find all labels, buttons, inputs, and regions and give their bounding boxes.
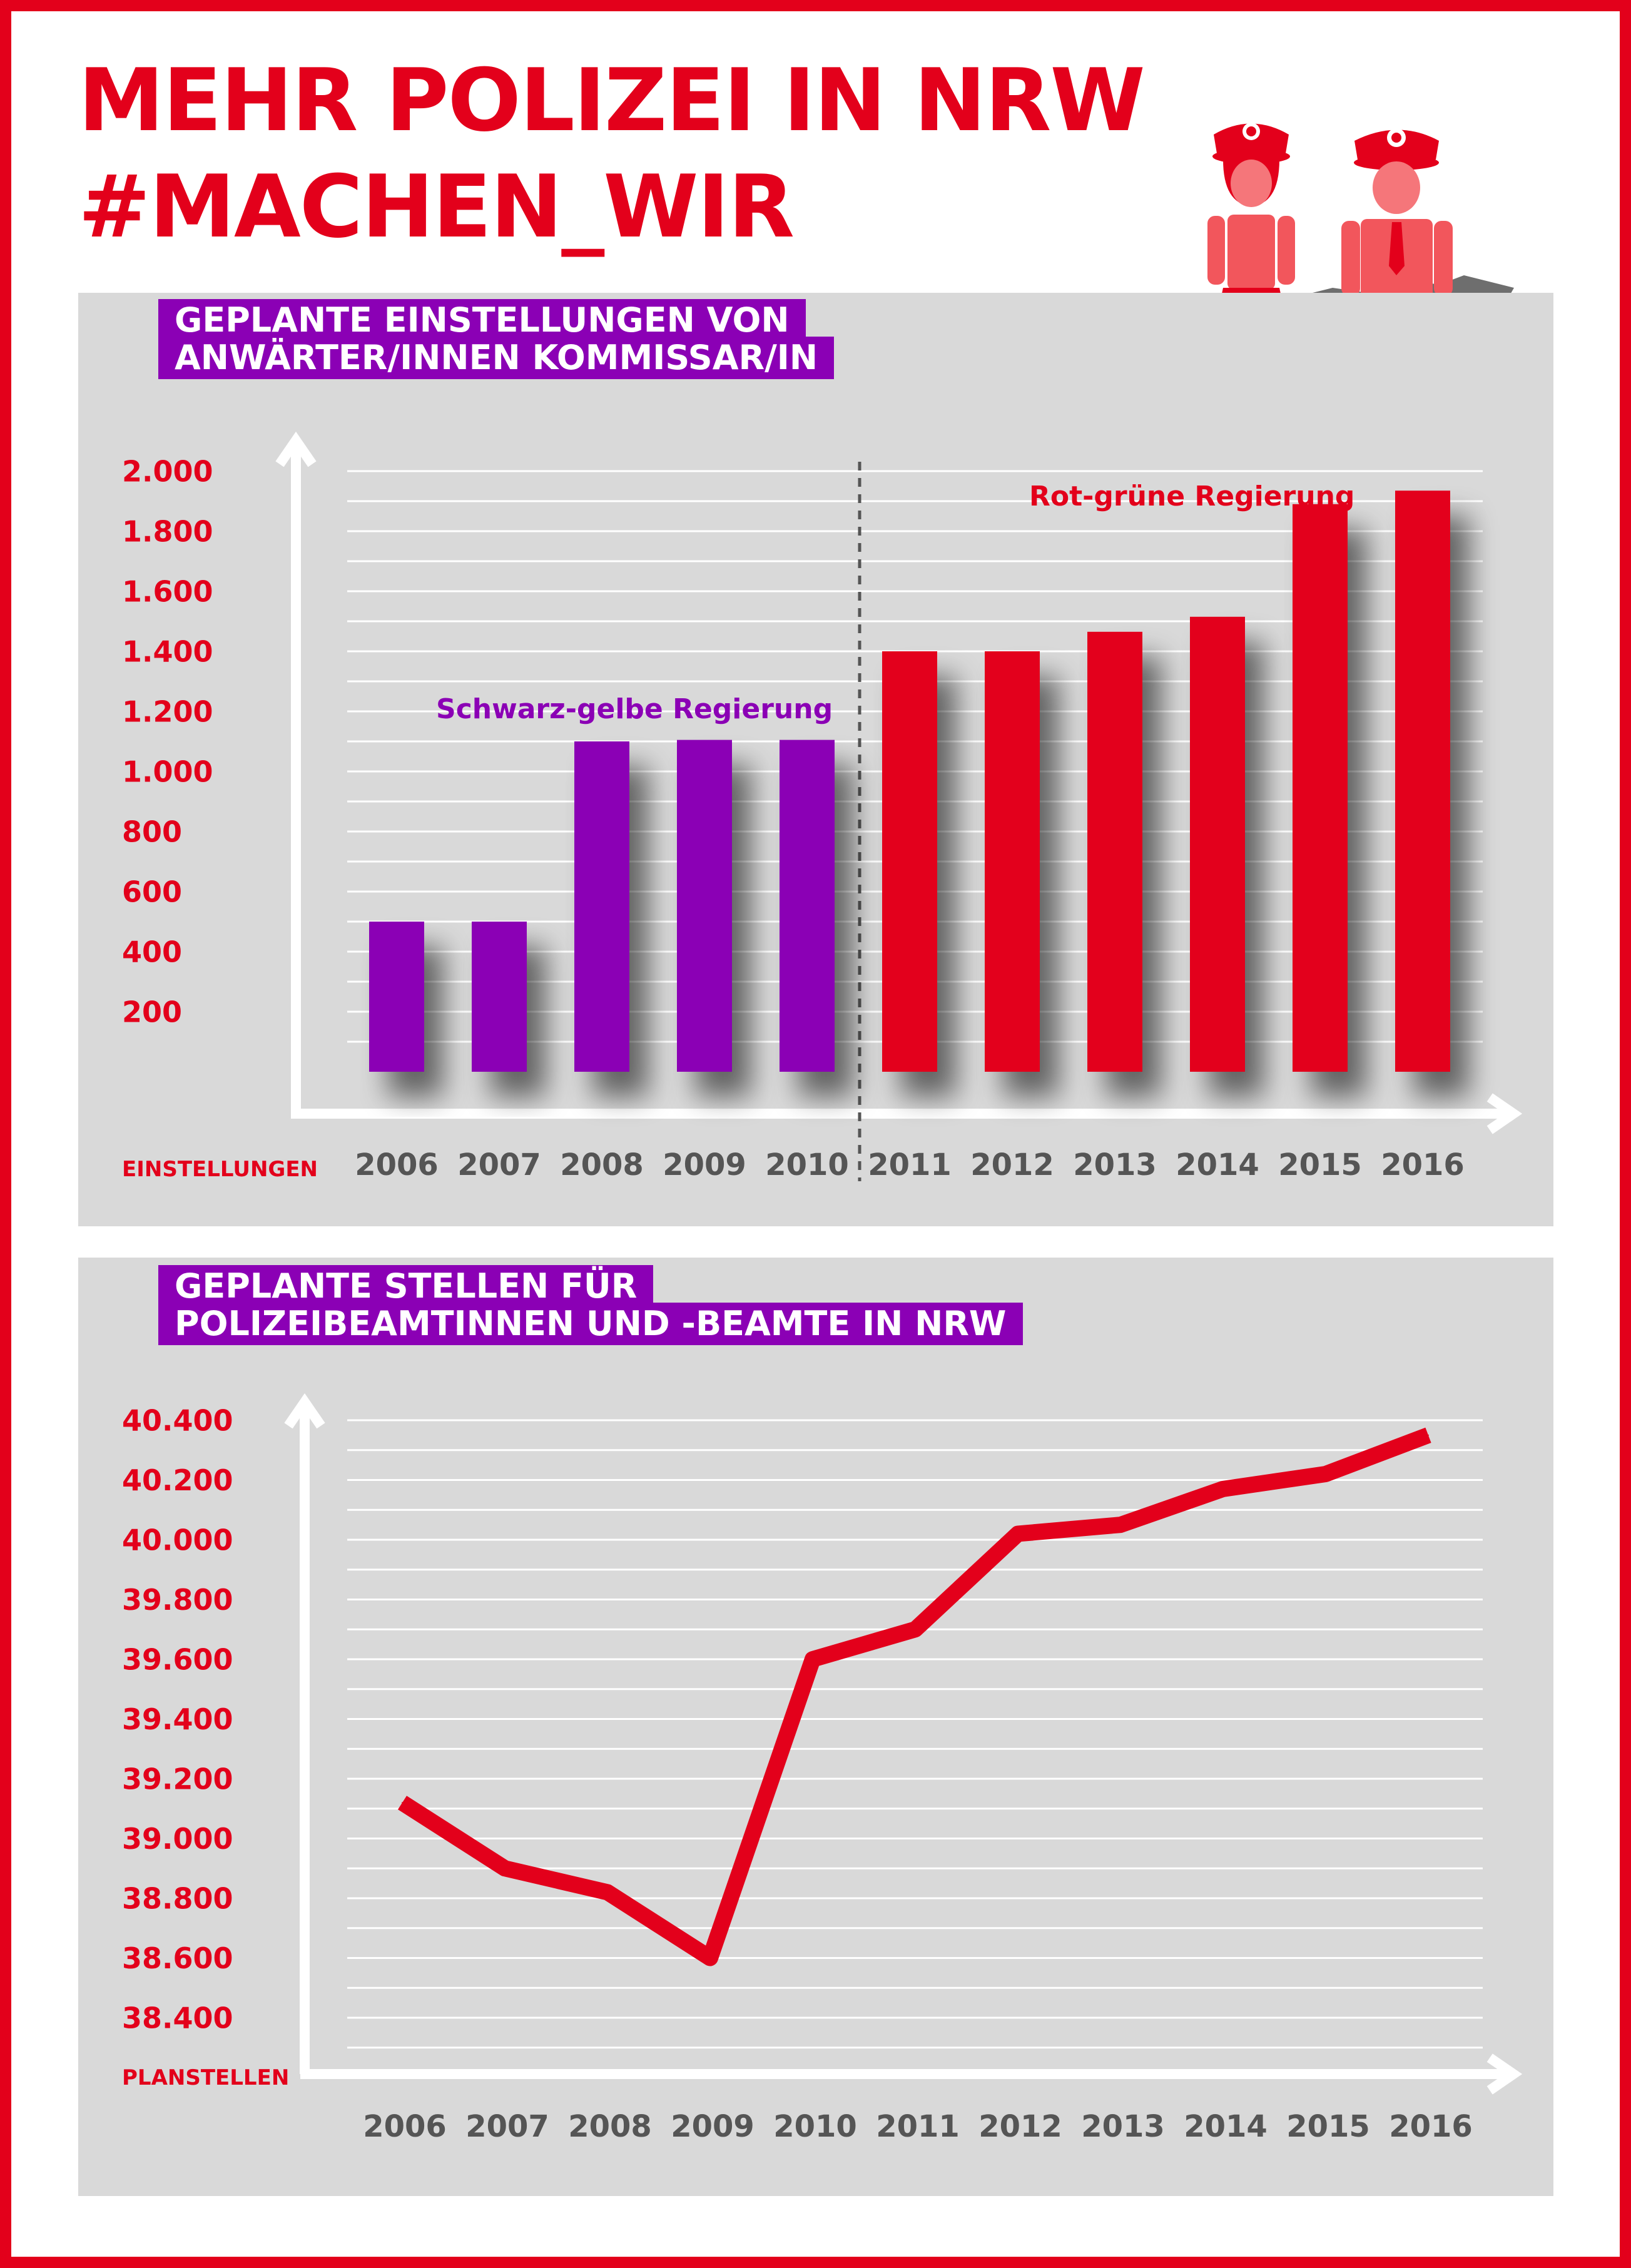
- bar-2007: [472, 922, 527, 1072]
- y-tick-label: 39.400: [122, 1702, 233, 1736]
- x-tick-label: 2015: [1286, 2109, 1370, 2144]
- y-tick-label: 38.800: [122, 1882, 233, 1916]
- x-tick-label: 2012: [978, 2109, 1062, 2144]
- x-tick-label: 2008: [560, 1147, 644, 1182]
- data-point-2011: [915, 1629, 916, 1630]
- data-point-2010: [812, 1659, 813, 1660]
- bar-2014: [1190, 616, 1245, 1072]
- x-tick-label: 2007: [457, 1147, 541, 1182]
- y-tick-label: 39.600: [122, 1643, 233, 1677]
- x-tick-label: 2016: [1389, 2109, 1473, 2144]
- x-tick-label: 2014: [1176, 1147, 1259, 1182]
- chart2-title-line1: GEPLANTE STELLEN FÜR: [158, 1265, 654, 1308]
- y-tick-label: 39.000: [122, 1822, 233, 1856]
- recruitment-chart-panel: GEPLANTE EINSTELLUNGEN VON ANWÄRTER/INNE…: [78, 293, 1553, 1226]
- y-tick-label: 2.000: [122, 455, 213, 489]
- positions-line-chart: 38.400 38.600 38.800 39.000 39.200 39.400 39.6…: [122, 1393, 1523, 2144]
- y-axis-arrowhead: [275, 431, 317, 467]
- bar-2008: [574, 741, 629, 1072]
- chart1-title-line1: GEPLANTE EINSTELLUNGEN VON: [158, 299, 806, 342]
- y-axis-label: EINSTELLUNGEN: [122, 1157, 318, 1182]
- bar-2006: [369, 922, 424, 1072]
- planstellen-line: [397, 1427, 1431, 1966]
- x-tick-label: 2009: [663, 1147, 746, 1182]
- data-point-2012: [1017, 1533, 1019, 1535]
- bar-2015: [1293, 504, 1348, 1072]
- recruitment-bar-chart: 200 400 600 800 1.000 1.200 1.400 1.600 1.800 2.0…: [122, 431, 1523, 1182]
- x-tick-label: 2013: [1073, 1147, 1157, 1182]
- y-tick-label: 40.000: [122, 1523, 233, 1557]
- y-tick-label: 1.600: [122, 575, 213, 609]
- x-tick-label: 2009: [671, 2109, 755, 2144]
- y-tick-label: 1.800: [122, 515, 213, 549]
- bar-2011: [882, 651, 937, 1072]
- chart2-title-line2: POLIZEIBEAMTINNEN UND -BEAMTE IN NRW: [158, 1303, 1023, 1345]
- y-axis-label: PLANSTELLEN: [122, 2065, 289, 2090]
- data-point-2015: [1325, 1473, 1326, 1475]
- x-tick-label: 2010: [773, 2109, 857, 2144]
- page-title-line2: #MACHEN_WIR: [78, 156, 795, 257]
- x-axis-arrowhead: [1486, 1093, 1523, 1134]
- x-tick-label: 2011: [876, 2109, 960, 2144]
- annotation-rot-gruen: Rot-grüne Regierung: [1029, 481, 1354, 512]
- chart1-title-line2: ANWÄRTER/INNEN KOMMISSAR/IN: [158, 337, 835, 379]
- y-tick-label: 1.200: [122, 695, 213, 729]
- data-point-2007: [504, 1868, 506, 1869]
- y-tick-label: 1.400: [122, 635, 213, 669]
- page-title-line1: MEHR POLIZEI IN NRW: [78, 50, 1146, 151]
- x-tick-label: 2006: [363, 2109, 447, 2144]
- data-point-2008: [607, 1891, 608, 1893]
- x-tick-label: 2016: [1381, 1147, 1465, 1182]
- y-tick-label: 39.800: [122, 1583, 233, 1617]
- x-tick-label: 2006: [355, 1147, 439, 1182]
- x-tick-label: 2010: [765, 1147, 849, 1182]
- x-tick-label: 2007: [465, 2109, 549, 2144]
- bar-2016: [1395, 491, 1450, 1072]
- x-tick-label: 2012: [970, 1147, 1054, 1182]
- data-point-2006: [402, 1802, 403, 1804]
- x-tick-label: 2013: [1081, 2109, 1165, 2144]
- y-tick-label: 600: [122, 875, 182, 909]
- y-tick-label: 400: [122, 935, 182, 969]
- x-tick-label: 2008: [568, 2109, 652, 2144]
- bar-2013: [1087, 631, 1142, 1072]
- x-axis-arrowhead: [1486, 2053, 1523, 2095]
- positions-chart-panel: GEPLANTE STELLEN FÜR POLIZEIBEAMTINNEN U…: [78, 1258, 1553, 2196]
- y-tick-label: 200: [122, 995, 182, 1029]
- x-tick-label: 2015: [1278, 1147, 1362, 1182]
- y-tick-label: 40.200: [122, 1463, 233, 1497]
- y-tick-label: 1.000: [122, 755, 213, 789]
- y-tick-label: 38.600: [122, 1941, 233, 1975]
- y-tick-label: 38.400: [122, 2001, 233, 2035]
- data-point-2009: [709, 1957, 711, 1959]
- y-tick-label: 800: [122, 815, 182, 849]
- y-axis-arrowhead: [284, 1393, 325, 1429]
- bar-2009: [677, 740, 732, 1072]
- annotation-schwarz-gelb: Schwarz-gelbe Regierung: [436, 693, 833, 725]
- x-tick-label: 2011: [868, 1147, 952, 1182]
- x-tick-label: 2014: [1184, 2109, 1268, 2144]
- y-tick-label: 39.200: [122, 1762, 233, 1796]
- data-point-2016: [1428, 1434, 1429, 1436]
- bar-2012: [985, 651, 1040, 1072]
- y-tick-label: 40.400: [122, 1404, 233, 1438]
- bar-2010: [780, 740, 835, 1072]
- data-point-2014: [1222, 1488, 1224, 1490]
- data-point-2013: [1120, 1524, 1121, 1526]
